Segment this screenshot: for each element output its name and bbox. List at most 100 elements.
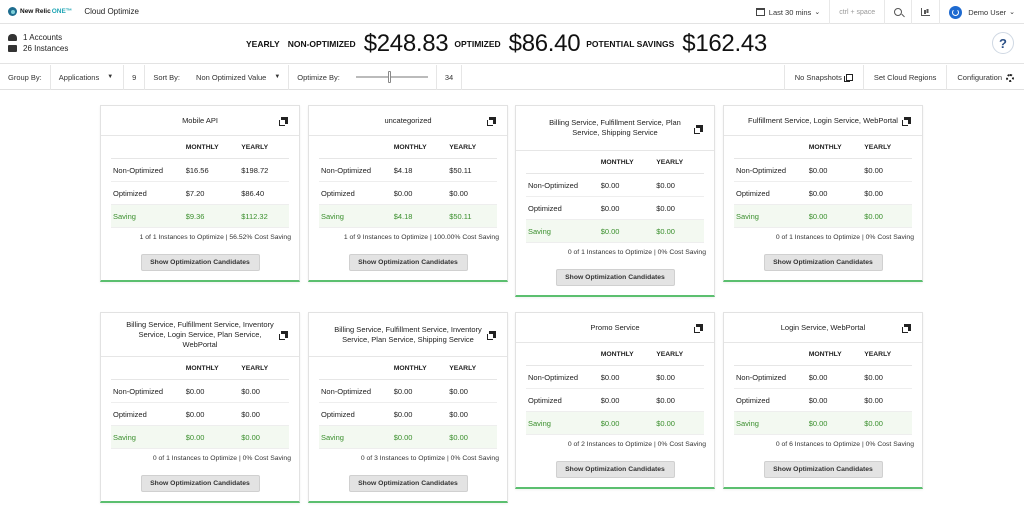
snapshots-button[interactable]: No Snapshots: [783, 65, 863, 90]
card-footer: 1 of 9 Instances to Optimize | 100.00% C…: [343, 234, 499, 241]
app-title: Cloud Optimize: [84, 7, 139, 16]
optimization-card: Promo Service MONTHLY YEARLY Non-Optimized $…: [515, 312, 715, 489]
show-candidates-button[interactable]: Show Optimization Candidates: [763, 254, 883, 271]
totals: YEARLY NON-OPTIMIZED $248.83 OPTIMIZED $…: [246, 28, 773, 60]
card-title: Fulfillment Service, Login Service, WebP…: [748, 115, 898, 125]
optimization-card: Billing Service, Fulfillment Service, Pl…: [515, 105, 715, 297]
power-user-icon: [949, 5, 963, 19]
show-candidates-button[interactable]: Show Optimization Candidates: [348, 254, 468, 271]
yearly-header: YEARLY: [656, 158, 684, 166]
savings-value: $162.43: [682, 30, 767, 57]
monthly-header: MONTHLY: [808, 350, 842, 358]
summary-bar: 1 Accounts 26 Instances YEARLY NON-OPTIM…: [0, 24, 1024, 64]
saving-row: Saving $0.00 $0.00: [734, 205, 912, 228]
saving-row: Saving $0.00 $0.00: [526, 412, 704, 435]
card-title: uncategorized: [384, 115, 432, 125]
period-label: YEARLY: [246, 39, 280, 49]
cloud-regions-button[interactable]: Set Cloud Regions: [862, 65, 947, 90]
card-title: Billing Service, Fulfillment Service, Pl…: [549, 118, 681, 137]
show-candidates-button[interactable]: Show Optimization Candidates: [348, 475, 468, 492]
search-icon: [894, 8, 903, 16]
yearly-header: YEARLY: [241, 364, 269, 372]
optimized-row: Optimized $0.00 $0.00: [319, 403, 497, 426]
time-range-picker[interactable]: Last 30 mins ⌄: [747, 0, 829, 24]
optimize-slider[interactable]: [355, 71, 428, 83]
sort-by-select[interactable]: Non Optimized Value ▼: [188, 64, 290, 90]
caret-down-icon: ▼: [107, 74, 114, 80]
new-relic-logo[interactable]: New Relic ONE™: [8, 7, 72, 16]
shortcut-hint: ctrl + space: [839, 8, 876, 16]
card-table-header: MONTHLY YEARLY: [319, 136, 497, 159]
yearly-header: YEARLY: [241, 143, 269, 151]
group-count: 9: [124, 64, 146, 90]
saving-row: Saving $4.18 $50.11: [319, 205, 497, 228]
optimize-slider-cell: [348, 64, 437, 90]
card-header: Login Service, WebPortal: [724, 313, 922, 343]
instances-icon: [8, 45, 17, 52]
show-candidates-button[interactable]: Show Optimization Candidates: [555, 461, 675, 478]
accounts-icon: [8, 34, 17, 41]
non-optimized-value: $248.83: [363, 30, 449, 57]
optimized-value: $86.40: [508, 30, 581, 57]
group-by-select[interactable]: Applications ▼: [51, 64, 125, 90]
card-footer: 0 of 3 Instances to Optimize | 0% Cost S…: [360, 455, 499, 462]
copy-icon[interactable]: [279, 117, 288, 126]
filter-bar: Group By: Applications ▼ 9 Sort By: Non …: [0, 64, 1024, 90]
card-table-header: MONTHLY YEARLY: [526, 343, 704, 366]
card-footer: 0 of 1 Instances to Optimize | 0% Cost S…: [775, 234, 914, 241]
card-footer: 0 of 1 Instances to Optimize | 0% Cost S…: [152, 455, 291, 462]
optimized-row: Optimized $0.00 $0.00: [526, 197, 704, 220]
card-header: Billing Service, Fulfillment Service, In…: [309, 313, 507, 357]
new-relic-logo-icon: [8, 7, 17, 16]
non-optimized-row: Non-Optimized $0.00 $0.00: [734, 366, 912, 389]
card-title: Billing Service, Fulfillment Service, In…: [334, 324, 482, 344]
saving-row: Saving $0.00 $0.00: [526, 220, 704, 243]
card-header: Promo Service: [516, 313, 714, 343]
copy-icon: [843, 74, 853, 82]
copy-icon[interactable]: [487, 117, 496, 126]
card-header: Billing Service, Fulfillment Service, Pl…: [516, 106, 714, 151]
card-title: Promo Service: [590, 322, 640, 332]
chart-icon: [921, 8, 931, 16]
show-candidates-button[interactable]: Show Optimization Candidates: [140, 475, 260, 492]
savings-label: POTENTIAL SAVINGS: [586, 39, 675, 49]
copy-icon[interactable]: [902, 324, 911, 333]
monthly-header: MONTHLY: [393, 364, 427, 372]
slider-handle[interactable]: [387, 71, 391, 83]
card-table-header: MONTHLY YEARLY: [111, 136, 289, 159]
optimize-value: 34: [437, 64, 463, 90]
card-header: Mobile API: [101, 106, 299, 136]
command-search[interactable]: ctrl + space: [829, 0, 884, 24]
user-menu[interactable]: Demo User ⌄: [939, 0, 1024, 24]
optimization-card: Login Service, WebPortal MONTHLY YEARLY Non…: [723, 312, 923, 489]
configuration-button[interactable]: Configuration: [946, 65, 1024, 90]
show-candidates-button[interactable]: Show Optimization Candidates: [555, 269, 675, 286]
copy-icon[interactable]: [902, 117, 911, 126]
card-footer: 0 of 6 Instances to Optimize | 0% Cost S…: [775, 441, 914, 448]
card-footer: 0 of 2 Instances to Optimize | 0% Cost S…: [567, 441, 706, 448]
yearly-header: YEARLY: [864, 350, 892, 358]
copy-icon[interactable]: [694, 324, 703, 333]
card-header: Billing Service, Fulfillment Service, In…: [101, 313, 299, 357]
search-button[interactable]: [884, 0, 911, 24]
copy-icon[interactable]: [694, 124, 703, 134]
show-candidates-button[interactable]: Show Optimization Candidates: [140, 254, 260, 271]
card-title: Billing Service, Fulfillment Service, In…: [126, 319, 274, 349]
top-bar: New Relic ONE™ Cloud Optimize Last 30 mi…: [0, 0, 1024, 24]
show-candidates-button[interactable]: Show Optimization Candidates: [763, 461, 883, 478]
card-table-header: MONTHLY YEARLY: [319, 357, 497, 380]
group-by-label: Group By:: [0, 64, 51, 90]
optimization-card: Billing Service, Fulfillment Service, In…: [100, 312, 300, 503]
caret-down-icon: ▼: [274, 74, 281, 80]
card-footer: 0 of 1 Instances to Optimize | 0% Cost S…: [567, 249, 706, 256]
optimization-card: Mobile API MONTHLY YEARLY Non-Optimized $16.…: [100, 105, 300, 282]
card-footer: 1 of 1 Instances to Optimize | 56.52% Co…: [139, 234, 291, 241]
yearly-header: YEARLY: [656, 350, 684, 358]
copy-icon[interactable]: [279, 331, 288, 340]
chart-button[interactable]: [911, 0, 939, 24]
help-button[interactable]: ?: [992, 32, 1014, 54]
yearly-header: YEARLY: [864, 143, 892, 151]
copy-icon[interactable]: [487, 331, 496, 340]
saving-row: Saving $0.00 $0.00: [111, 426, 289, 449]
card-title: Login Service, WebPortal: [780, 322, 866, 332]
